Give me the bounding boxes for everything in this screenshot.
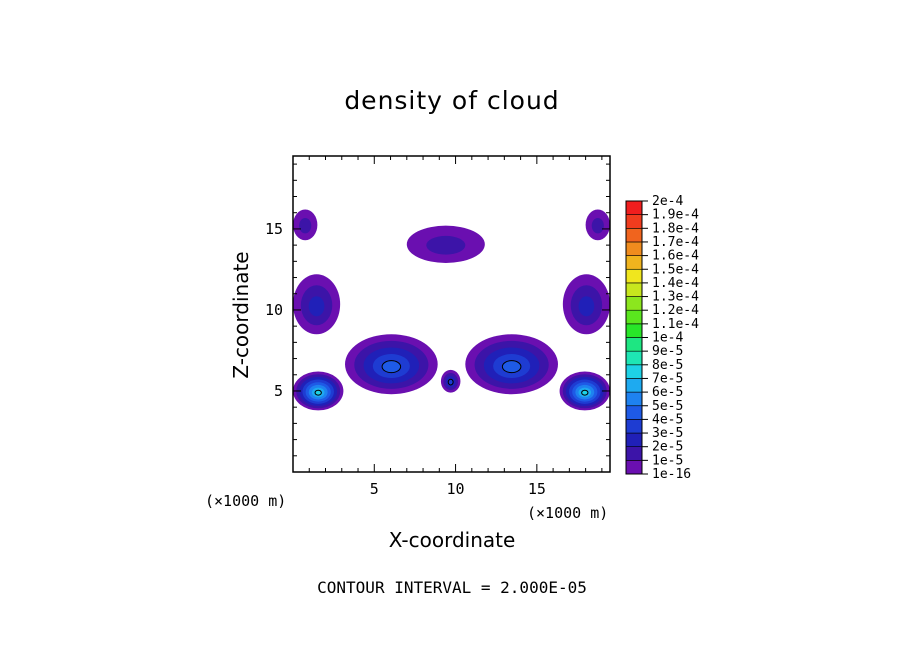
colorbar-swatch — [625, 200, 643, 215]
contour-level-7 — [581, 389, 589, 396]
colorbar-label: 2e-5 — [652, 440, 683, 455]
contour-blob-center-right — [465, 334, 558, 395]
colorbar-swatch — [625, 446, 643, 461]
colorbar-label: 1.1e-4 — [652, 317, 699, 332]
chart-title: density of cloud — [344, 86, 560, 115]
colorbar-label: 2e-4 — [652, 194, 683, 209]
y-tick-label: 15 — [265, 220, 283, 238]
colorbar-label: 1.7e-4 — [652, 235, 699, 250]
contour-level-3 — [447, 378, 454, 386]
x-axis-unit: (×1000 m) — [527, 504, 609, 522]
colorbar-label: 3e-5 — [652, 426, 683, 441]
contour-blob-right-upper-edge — [585, 209, 610, 241]
colorbar-label: 1.2e-4 — [652, 303, 699, 318]
contour-level-4 — [501, 360, 522, 374]
axis-ticks: 5 10 15 5 10 15 — [265, 156, 610, 498]
contour-blob-left-upper-edge — [293, 209, 318, 241]
x-tick-label: 5 — [370, 480, 379, 498]
contour-level-7 — [314, 389, 322, 396]
contour-blob-right-lower-edge — [559, 371, 610, 411]
colorbar-swatch — [625, 228, 643, 243]
colorbar-swatch — [625, 337, 643, 352]
colorbar-swatch — [625, 350, 643, 366]
colorbar-swatch — [625, 460, 643, 475]
colorbar-label: 1.3e-4 — [652, 290, 699, 305]
x-tick-label: 10 — [447, 480, 465, 498]
contour-interval-note: CONTOUR INTERVAL = 2.000E-05 — [317, 578, 587, 597]
contour-level-1 — [426, 235, 466, 255]
colorbar-label: 6e-5 — [652, 385, 683, 400]
colorbar-swatch — [625, 378, 643, 393]
contour-blob-center-spike — [440, 369, 461, 393]
x-axis-label: X-coordinate — [388, 528, 516, 552]
y-axis-unit: (×1000 m) — [205, 492, 287, 510]
contour-blob-left-mid-edge — [293, 274, 341, 335]
colorbar-label: 1.9e-4 — [652, 208, 699, 223]
colorbar-label: 1.5e-4 — [652, 262, 699, 277]
colorbar-swatch — [625, 419, 643, 434]
contour-level-2 — [578, 296, 595, 317]
colorbar-swatch — [625, 214, 643, 229]
colorbar-label: 1.4e-4 — [652, 276, 699, 291]
contour-blob-center-left — [345, 334, 438, 395]
contour-level-1 — [299, 217, 312, 234]
colorbar-frame — [625, 200, 643, 475]
colorbar-label: 8e-5 — [652, 358, 683, 373]
contour-blob-top-center — [406, 225, 485, 263]
colorbar-swatch — [625, 405, 643, 420]
colorbar-label: 1e-4 — [652, 331, 683, 346]
contour-fills — [293, 209, 610, 411]
colorbar-swatch — [625, 391, 643, 407]
colorbar-label: 4e-5 — [652, 412, 683, 427]
colorbar-label: 1.8e-4 — [652, 221, 699, 236]
colorbar-label: 1.6e-4 — [652, 249, 699, 264]
colorbar-swatch — [625, 241, 643, 256]
colorbar-swatch — [625, 255, 643, 270]
contour-level-4 — [381, 360, 402, 374]
colorbar-swatch — [625, 282, 643, 297]
colorbar-swatch — [625, 364, 643, 379]
colorbar-label: 9e-5 — [652, 344, 683, 359]
colorbar-swatch — [625, 296, 643, 311]
colorbar-label: 1e-5 — [652, 453, 683, 468]
contour-blob-right-mid-edge — [562, 274, 610, 335]
colorbar-label: 1e-16 — [652, 467, 691, 482]
y-tick-label: 10 — [265, 301, 283, 319]
contour-level-2 — [308, 296, 325, 317]
colorbar-swatch — [625, 268, 643, 284]
colorbar-swatch — [625, 323, 643, 338]
plot-frame — [292, 155, 611, 473]
contour-blob-left-lower-edge — [293, 371, 344, 411]
contour-level-1 — [591, 217, 604, 234]
colorbar-swatch — [625, 432, 643, 447]
y-tick-label: 5 — [274, 382, 283, 400]
colorbar-label: 7e-5 — [652, 371, 683, 386]
colorbar-swatch — [625, 309, 643, 325]
colorbar: 1e-161e-52e-53e-54e-55e-56e-57e-58e-59e-… — [625, 194, 699, 482]
colorbar-label: 5e-5 — [652, 399, 683, 414]
x-tick-label: 15 — [528, 480, 546, 498]
